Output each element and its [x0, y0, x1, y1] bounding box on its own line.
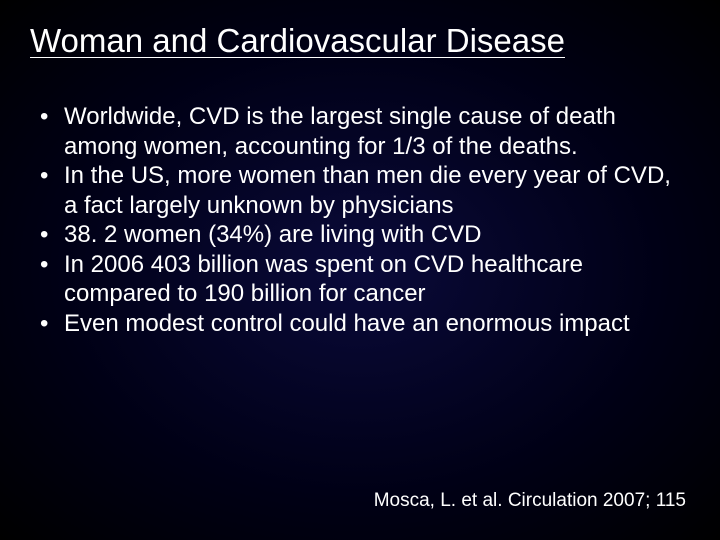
- list-item: 38. 2 women (34%) are living with CVD: [64, 220, 690, 250]
- list-item: Even modest control could have an enormo…: [64, 309, 690, 339]
- citation: Mosca, L. et al. Circulation 2007; 115: [374, 490, 686, 512]
- slide-title: Woman and Cardiovascular Disease: [30, 22, 690, 60]
- list-item: In the US, more women than men die every…: [64, 161, 690, 220]
- bullet-list: Worldwide, CVD is the largest single cau…: [30, 102, 690, 338]
- list-item: In 2006 403 billion was spent on CVD hea…: [64, 250, 690, 309]
- list-item: Worldwide, CVD is the largest single cau…: [64, 102, 690, 161]
